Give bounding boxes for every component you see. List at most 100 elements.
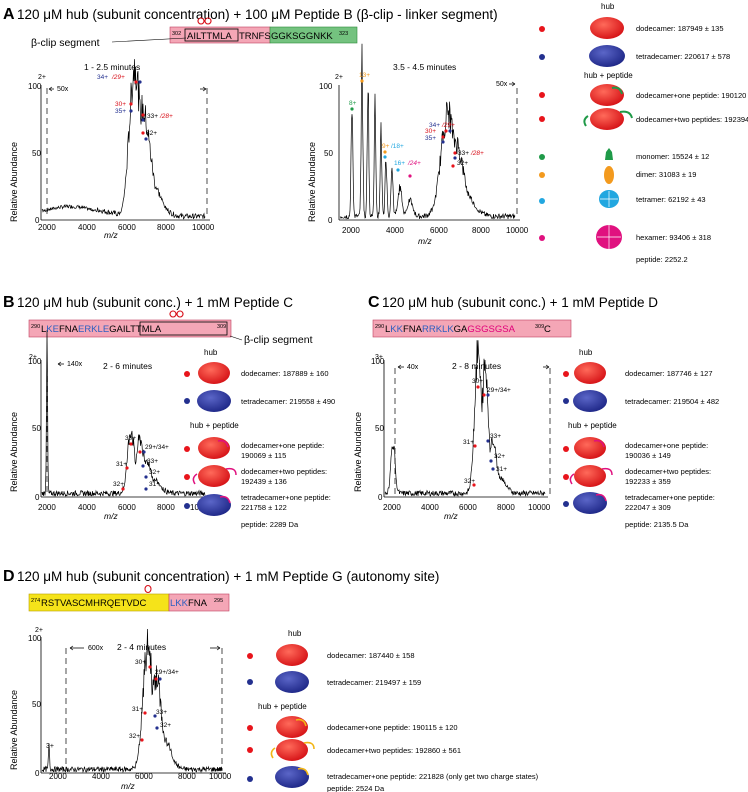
xtick-a2-10000: 10000 [506,226,529,235]
label-c-31b: 31+ [496,466,507,473]
legend-c: hub dodecamer: 187746 ± 127 tetradecamer… [563,348,719,529]
label-a2-32: 32+ [457,160,468,167]
xtick-c-10000: 10000 [528,503,551,512]
charge-a1: 2+ [38,74,46,81]
label-b-32a: 32+ [149,469,160,476]
legend-c-tetradecamer: tetradecamer: 219504 ± 482 [625,397,719,406]
panel-b: B 120 μM hub (subunit conc.) + 1 mM Pept… [3,294,335,529]
legend-a-dimer: dimer: 31083 ± 19 [636,170,696,179]
xtick-c-2000: 2000 [383,503,401,512]
spectrum-a2: 100 50 0 2000 4000 6000 8000 10000 m/z R… [307,43,529,246]
zoom-c: 40x [407,364,419,371]
label-a2-13: 13+ [359,72,370,79]
xtick-b-4000: 4000 [78,503,96,512]
label-a1-29: /29+ [111,74,125,81]
legend-a-dodecamer: dodecamer: 187949 ± 135 [636,24,724,33]
label-a2-34: 34+ [429,122,440,129]
legend-a: hub dodecamer: 187949 ± 135 tetradecamer… [539,2,748,264]
xtick-a2-4000: 4000 [386,226,404,235]
label-c-32b: 32+ [464,478,475,485]
legend-d-dp2: dodecamer+two peptides: 192860 ± 561 [327,746,461,755]
xtick-b-6000: 6000 [118,503,136,512]
seq-b-text: LKEFNAERKLEGAILTTMLA [41,324,162,335]
spectrum-a1: 100 50 0 2000 4000 6000 8000 10000 m/z R… [9,59,215,240]
spectrum-b: 100 50 0 2000 4000 6000 8000 10000 m/z R… [9,330,213,521]
panel-a-title: 120 μM hub (subunit concentration) + 100… [17,7,498,22]
seq-b-end: 309 [217,324,226,330]
tetradecamer-icon [589,45,625,67]
xtick-d-10000: 10000 [209,772,232,781]
label-b-30: 30+ [125,435,136,442]
legend-a-dp2: dodecamer+two peptides: 192394 ± 339 [636,115,748,124]
legend-b-hubpep-title: hub + peptide [190,421,239,430]
legend-a-dp1: dodecamer+one peptide: 190120 ± 222 [636,91,748,100]
legend-c-hub-title: hub [579,348,593,357]
ytick-a2-100: 100 [319,82,333,91]
panel-a-sequence: 302 AILTTMLA TRNFS GGKSGGNKK 323 β-clip … [31,17,358,49]
monomer-icon [605,148,613,160]
xlabel-a2: m/z [418,236,432,246]
label-b-33: 33+ [147,458,158,465]
ylabel-c: Relative Abundance [353,412,363,492]
label-a1-33: 33+ [147,113,158,120]
ytick-c-0: 0 [378,493,383,502]
legend-a-tetramer: tetramer: 62192 ± 43 [636,195,706,204]
ytick-a1-0: 0 [35,216,40,225]
label-a2-28: /28+ [470,150,484,157]
trace-d [41,628,223,774]
legend-a-hubpep-title: hub + peptide [584,71,633,80]
legend-d-tp1: tetradecamer+one peptide: 221828 (only g… [327,772,539,781]
dodecamer-two-peptides-icon [590,108,624,130]
seq-a-box: AILTTMLA [187,31,232,42]
legend-a-hexamer: hexamer: 93406 ± 318 [636,233,711,242]
legend-c-hubpep-title: hub + peptide [568,421,617,430]
legend-b-hub-title: hub [204,348,218,357]
xlabel-b: m/z [104,511,118,521]
time-d: 2 - 4 minutes [117,642,166,652]
ytick-a1-100: 100 [28,82,42,91]
xtick-d-6000: 6000 [135,772,153,781]
seq-c-tail: C [544,324,551,335]
legend-b-tetradecamer: tetradecamer: 219558 ± 490 [241,397,335,406]
legend-c-tp1b: 222047 ± 309 [625,503,671,512]
panel-d-title: 120 μM hub (subunit concentration) + 1 m… [17,569,439,584]
ytick-b-0: 0 [35,493,40,502]
xtick-d-2000: 2000 [49,772,67,781]
seq-b-segment-label: β-clip segment [244,334,313,346]
zoom-d: 600x [88,645,104,652]
label-b-32b: 32+ [113,481,124,488]
ytick-c-100: 100 [371,357,385,366]
xtick-c-8000: 8000 [497,503,515,512]
xtick-a1-2000: 2000 [38,223,56,232]
legend-a-hub-title: hub [601,2,615,11]
label-c-30: 30+ [472,378,483,385]
spectrum-c: 100 50 0 2000 4000 6000 8000 10000 m/z R… [353,340,551,521]
ylabel-b: Relative Abundance [9,412,19,492]
xlabel-d: m/z [121,781,135,791]
time-b: 2 - 6 minutes [103,361,152,371]
xtick-a1-8000: 8000 [157,223,175,232]
label-a1-34: 34+ [97,74,108,81]
xtick-c-6000: 6000 [459,503,477,512]
seq-d-pink: LKKFNA [170,598,208,609]
dodecamer-icon [590,17,624,39]
xtick-d-4000: 4000 [92,772,110,781]
panel-c: C 120 μM hub (subunit conc.) + 1 mM Pept… [353,294,719,529]
legend-a-tetradecamer: tetradecamer: 220617 ± 578 [636,52,730,61]
panel-c-sequence: 290 LKKFNARRKLKGAGSGSGSA 309 C [372,319,572,338]
seq-a-end: 323 [339,31,348,37]
ytick-c-50: 50 [375,424,384,433]
time-a2: 3.5 - 4.5 minutes [393,62,456,72]
xtick-b-2000: 2000 [38,503,56,512]
legend-a-monomer: monomer: 15524 ± 12 [636,152,709,161]
label-a2-29: /29+ [441,122,455,129]
label-a2-9: 9+ [382,143,390,150]
label-a2-16: 16+ [394,160,405,167]
legend-c-dp1b: 190036 ± 149 [625,451,671,460]
ytick-d-50: 50 [32,700,41,709]
label-d-32a: 32+ [160,722,171,729]
xtick-c-4000: 4000 [421,503,439,512]
label-a1-35: 35+ [115,108,126,115]
legend-d-peptide: peptide: 2524 Da [327,784,385,792]
xtick-a1-10000: 10000 [192,223,215,232]
